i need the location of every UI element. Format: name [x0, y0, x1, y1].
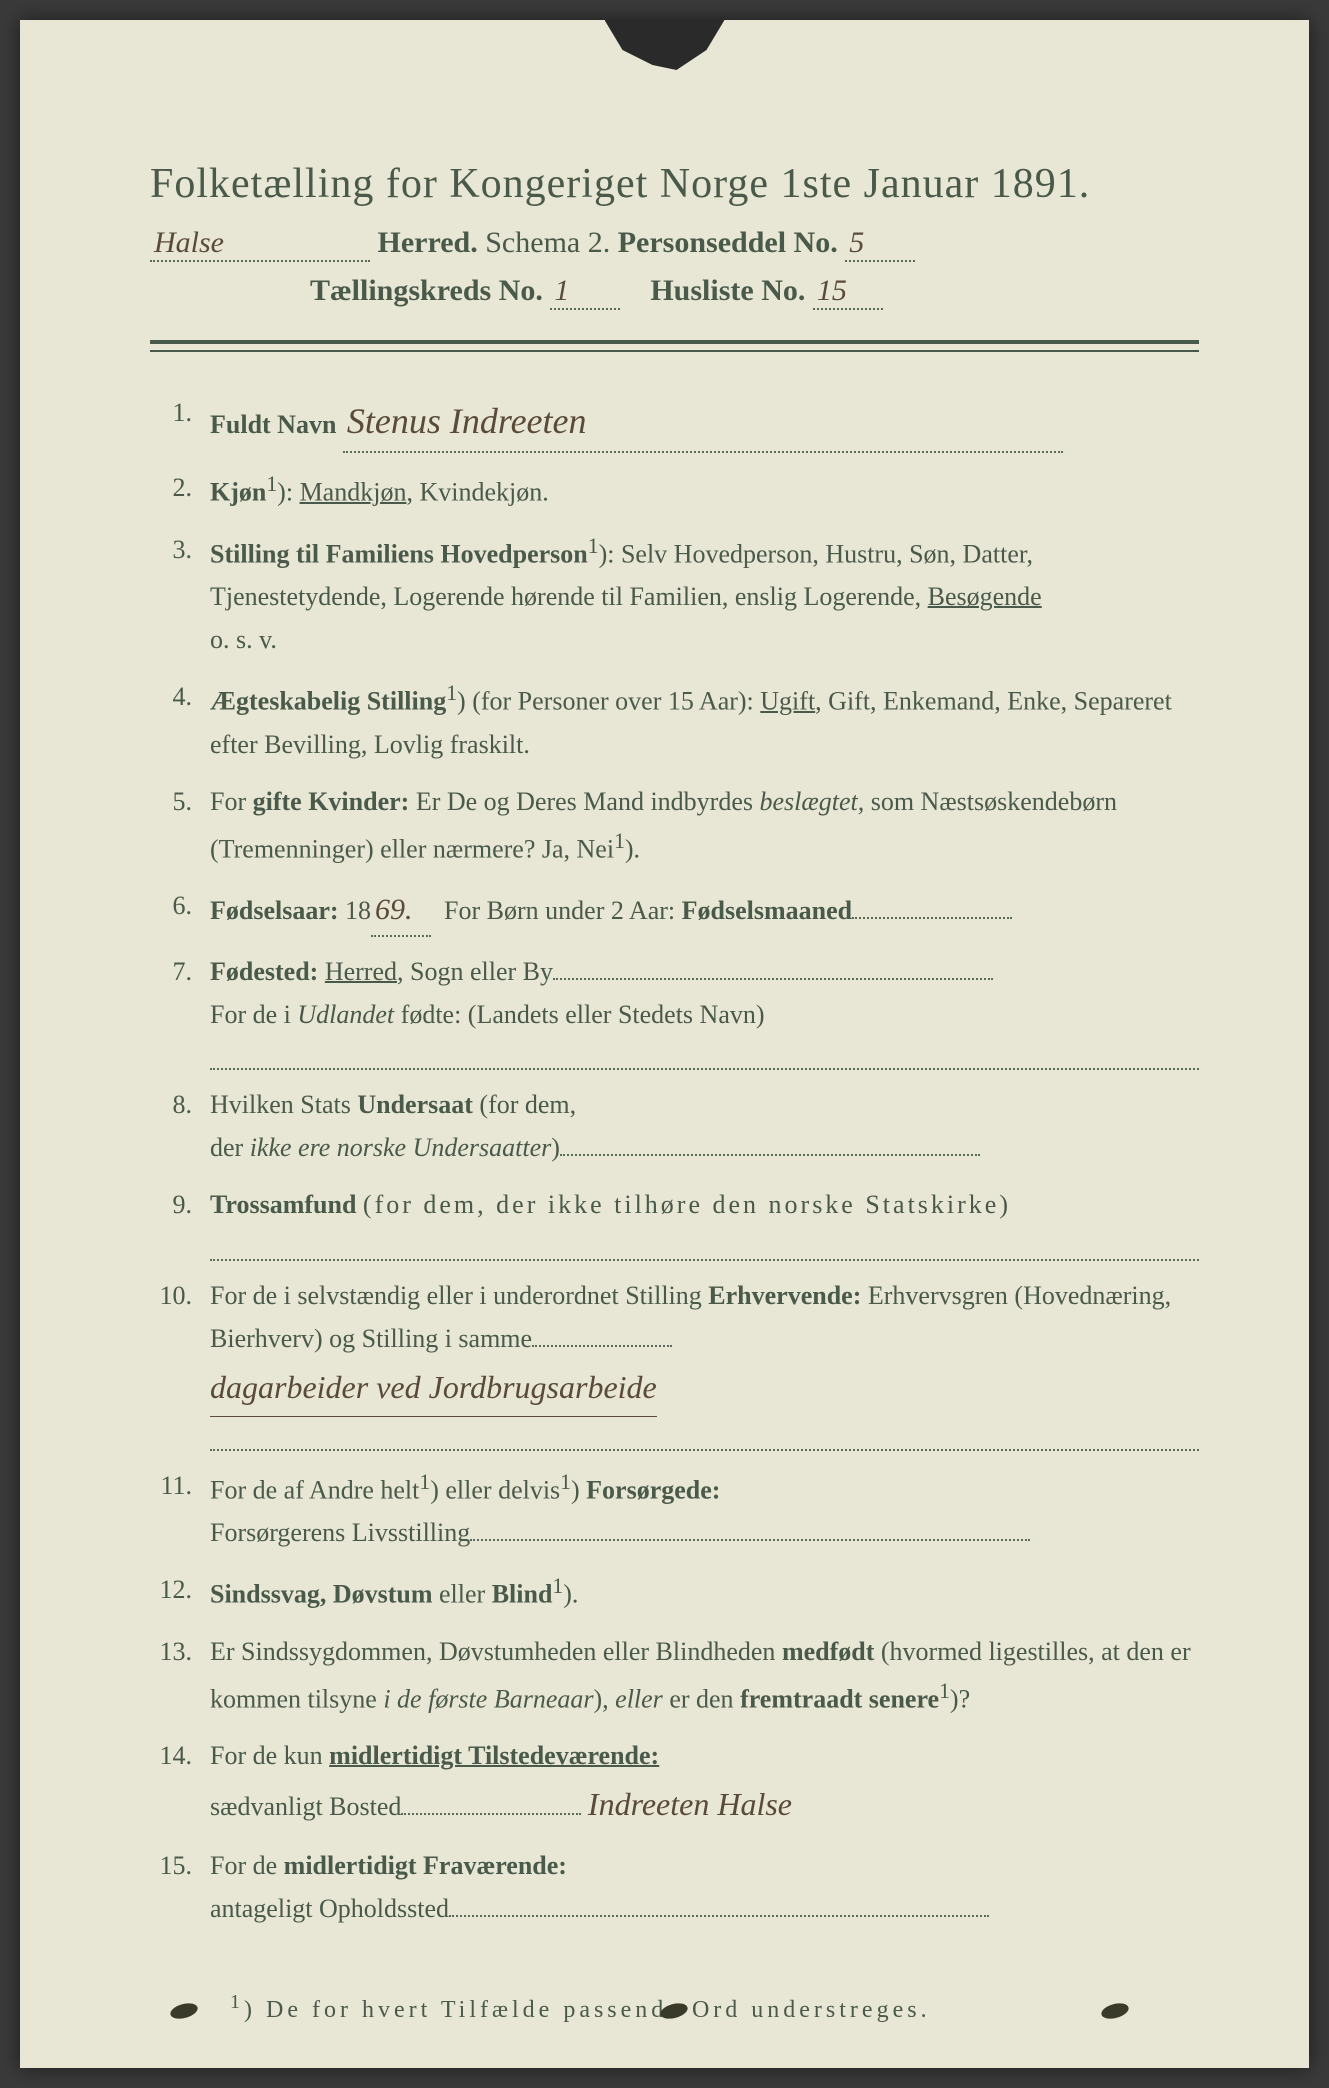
item-tilstedevaerende: 14. For de kun midlertidigt Tilstedevære…	[150, 1735, 1199, 1831]
item-gifte-kvinder: 5. For gifte Kvinder: Er De og Deres Man…	[150, 781, 1199, 871]
husliste-no: 15	[817, 274, 847, 308]
kreds-line: Tællingskreds No. 1 Husliste No. 15	[150, 274, 1199, 310]
item-fuldt-navn: 1. Fuldt Navn Stenus Indreeten	[150, 392, 1199, 453]
kjon-selected: Mandkjøn	[300, 478, 407, 507]
herred-line: Halse Herred. Schema 2. Personseddel No.…	[150, 226, 1199, 262]
name-handwritten: Stenus Indreeten	[347, 392, 587, 451]
bosted-hw: Indreeten Halse	[588, 1778, 792, 1831]
personseddel-no: 5	[849, 226, 864, 260]
item-aegteskab: 4. Ægteskabelig Stilling1) (for Personer…	[150, 676, 1199, 766]
kreds-no: 1	[554, 274, 569, 308]
form-header: Folketælling for Kongeriget Norge 1ste J…	[150, 160, 1199, 310]
item-erhvervende: 10. For de i selvstændig eller i underor…	[150, 1275, 1199, 1451]
stilling-selected: Besøgende	[928, 582, 1042, 611]
divider-thin	[150, 350, 1199, 352]
divider-thick	[150, 340, 1199, 344]
item-forsorgede: 11. For de af Andre helt1) eller delvis1…	[150, 1465, 1199, 1555]
item-fodselsaar: 6. Fødselsaar: 1869. For Børn under 2 Aa…	[150, 885, 1199, 937]
item-trossamfund: 9. Trossamfund (for dem, der ikke tilhør…	[150, 1184, 1199, 1261]
birth-year-hw: 69.	[375, 885, 413, 935]
item-fodested: 7. Fødested: Herred, Sogn eller By For d…	[150, 951, 1199, 1071]
herred-handwritten: Halse	[154, 226, 224, 260]
item-sindssvag: 12. Sindssvag, Døvstum eller Blind1).	[150, 1569, 1199, 1617]
aegteskab-selected: Ugift	[760, 687, 815, 716]
occupation-hw: dagarbeider ved Jordbrugsarbeide	[210, 1361, 657, 1414]
item-undersaat: 8. Hvilken Stats Undersaat (for dem, der…	[150, 1084, 1199, 1170]
item-medfodt: 13. Er Sindssygdommen, Døvstumheden elle…	[150, 1631, 1199, 1721]
item-fravaerende: 15. For de midlertidigt Fraværende: anta…	[150, 1845, 1199, 1931]
item-kjon: 2. Kjøn1): Mandkjøn, Kvindekjøn.	[150, 467, 1199, 515]
form-title: Folketælling for Kongeriget Norge 1ste J…	[150, 160, 1199, 208]
census-form-page: Folketælling for Kongeriget Norge 1ste J…	[20, 20, 1309, 2068]
fodested-selected: Herred	[325, 957, 397, 986]
item-stilling: 3. Stilling til Familiens Hovedperson1):…	[150, 529, 1199, 662]
